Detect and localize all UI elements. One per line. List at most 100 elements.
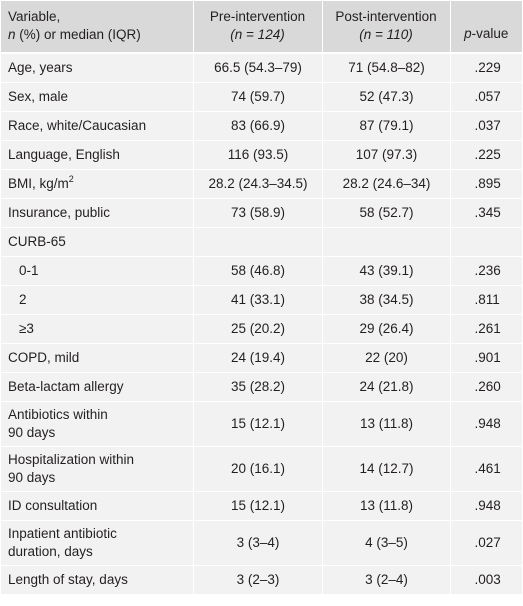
row-post-value: 107 (97.3)	[322, 140, 451, 170]
table-row: 2 41 (33.1) 38 (34.5) .811	[1, 285, 522, 315]
header-pre-title: Pre-intervention	[209, 9, 306, 24]
row-pre-value: 74 (59.7)	[193, 82, 323, 112]
header-pre-intervention: Pre-intervention (n = 124)	[193, 1, 323, 54]
table-container: Variable, n (%) or median (IQR) Pre-inte…	[1, 1, 522, 595]
row-pre-value	[193, 227, 323, 257]
row-variable-line1: Inpatient antibiotic	[8, 526, 117, 541]
table-row: Inpatient antibiotic duration, days 3 (3–…	[1, 520, 522, 566]
row-pre-value: 15 (12.1)	[193, 491, 323, 521]
row-p-value: .895	[450, 169, 522, 199]
row-variable: CURB-65	[1, 227, 194, 257]
header-row: Variable, n (%) or median (IQR) Pre-inte…	[1, 1, 522, 54]
row-post-value: 29 (26.4)	[322, 314, 451, 344]
row-variable: ID consultation	[1, 491, 194, 521]
row-pre-value: 83 (66.9)	[193, 111, 323, 141]
row-post-value: 28.2 (24.6–34)	[322, 169, 451, 199]
row-p-value: .003	[450, 565, 522, 595]
row-post-value: 43 (39.1)	[322, 256, 451, 286]
table-row: BMI, kg/m2 28.2 (24.3–34.5) 28.2 (24.6–3…	[1, 169, 522, 199]
row-variable: ≥3	[1, 314, 194, 344]
header-p-value: p-value	[450, 1, 522, 54]
row-variable: Language, English	[1, 140, 194, 170]
table-row: Beta-lactam allergy 35 (28.2) 24 (21.8) …	[1, 372, 522, 402]
row-post-value: 24 (21.8)	[322, 372, 451, 402]
row-variable: Race, white/Caucasian	[1, 111, 194, 141]
row-pre-value: 58 (46.8)	[193, 256, 323, 286]
table-row: Language, English 116 (93.5) 107 (97.3) …	[1, 140, 522, 170]
table-row: 0-1 58 (46.8) 43 (39.1) .236	[1, 256, 522, 286]
header-post-n: n	[363, 27, 372, 42]
header-post-open: (	[359, 27, 364, 42]
comparison-table: Variable, n (%) or median (IQR) Pre-inte…	[1, 1, 522, 595]
table-row: ID consultation 15 (12.1) 13 (11.8) .948	[1, 491, 522, 521]
row-pre-value: 66.5 (54.3–79)	[193, 53, 323, 83]
row-variable-text: BMI, kg/m	[8, 176, 69, 191]
row-p-value: .948	[450, 491, 522, 521]
header-pre-open: (	[230, 27, 235, 42]
header-p-italic: p	[464, 26, 472, 41]
header-post-title: Post-intervention	[335, 9, 437, 24]
table-row: Race, white/Caucasian 83 (66.9) 87 (79.1…	[1, 111, 522, 141]
row-variable: Hospitalization within 90 days	[1, 446, 194, 492]
header-variable-line1: Variable,	[8, 9, 61, 24]
row-p-value	[450, 227, 522, 257]
header-pre-n: n	[234, 27, 243, 42]
row-post-value: 71 (54.8–82)	[322, 53, 451, 83]
row-p-value: .261	[450, 314, 522, 344]
table-body: Age, years 66.5 (54.3–79) 71 (54.8–82) .…	[1, 53, 522, 595]
row-pre-value: 3 (2–3)	[193, 565, 323, 595]
row-p-value: .948	[450, 401, 522, 447]
row-p-value: .057	[450, 82, 522, 112]
row-variable: COPD, mild	[1, 343, 194, 373]
table-row: Age, years 66.5 (54.3–79) 71 (54.8–82) .…	[1, 53, 522, 83]
row-post-value: 13 (11.8)	[322, 401, 451, 447]
row-variable-line1: Hospitalization within	[8, 452, 135, 467]
row-post-value: 14 (12.7)	[322, 446, 451, 492]
table-row: Antibiotics within 90 days 15 (12.1) 13 (…	[1, 401, 522, 447]
row-pre-value: 35 (28.2)	[193, 372, 323, 402]
row-variable-line2: 90 days	[8, 425, 56, 440]
row-variable: 0-1	[1, 256, 194, 286]
row-p-value: .236	[450, 256, 522, 286]
row-pre-value: 73 (58.9)	[193, 198, 323, 228]
row-variable: BMI, kg/m2	[1, 169, 194, 199]
row-p-value: .260	[450, 372, 522, 402]
row-pre-value: 28.2 (24.3–34.5)	[193, 169, 323, 199]
row-variable: Beta-lactam allergy	[1, 372, 194, 402]
row-pre-value: 24 (19.4)	[193, 343, 323, 373]
row-variable: Sex, male	[1, 82, 194, 112]
row-p-value: .225	[450, 140, 522, 170]
row-post-value: 58 (52.7)	[322, 198, 451, 228]
row-post-value	[322, 227, 451, 257]
row-p-value: .027	[450, 520, 522, 566]
row-post-value: 22 (20)	[322, 343, 451, 373]
header-pre-count: = 124)	[242, 27, 285, 42]
row-p-value: .037	[450, 111, 522, 141]
header-post-count: = 110)	[371, 27, 413, 42]
row-post-value: 52 (47.3)	[322, 82, 451, 112]
row-p-value: .461	[450, 446, 522, 492]
row-variable: 2	[1, 285, 194, 315]
table-row: Sex, male 74 (59.7) 52 (47.3) .057	[1, 82, 522, 112]
row-variable-line2: 90 days	[8, 470, 56, 485]
row-variable: Age, years	[1, 53, 194, 83]
row-p-value: .229	[450, 53, 522, 83]
row-post-value: 13 (11.8)	[322, 491, 451, 521]
row-variable: Length of stay, days	[1, 565, 194, 595]
row-variable: Antibiotics within 90 days	[1, 401, 194, 447]
row-variable-line1: Antibiotics within	[8, 407, 108, 422]
header-variable: Variable, n (%) or median (IQR)	[1, 1, 194, 54]
row-pre-value: 116 (93.5)	[193, 140, 323, 170]
table-row: ≥3 25 (20.2) 29 (26.4) .261	[1, 314, 522, 344]
table-header: Variable, n (%) or median (IQR) Pre-inte…	[1, 1, 522, 54]
row-pre-value: 20 (16.1)	[193, 446, 323, 492]
row-post-value: 3 (2–4)	[322, 565, 451, 595]
row-pre-value: 15 (12.1)	[193, 401, 323, 447]
row-p-value: .811	[450, 285, 522, 315]
table-row: Insurance, public 73 (58.9) 58 (52.7) .3…	[1, 198, 522, 228]
header-variable-n: n	[8, 27, 16, 42]
table-row: Length of stay, days 3 (2–3) 3 (2–4) .00…	[1, 565, 522, 595]
row-variable: Insurance, public	[1, 198, 194, 228]
row-variable-line2: duration, days	[8, 544, 93, 559]
row-variable-superscript: 2	[68, 173, 74, 184]
